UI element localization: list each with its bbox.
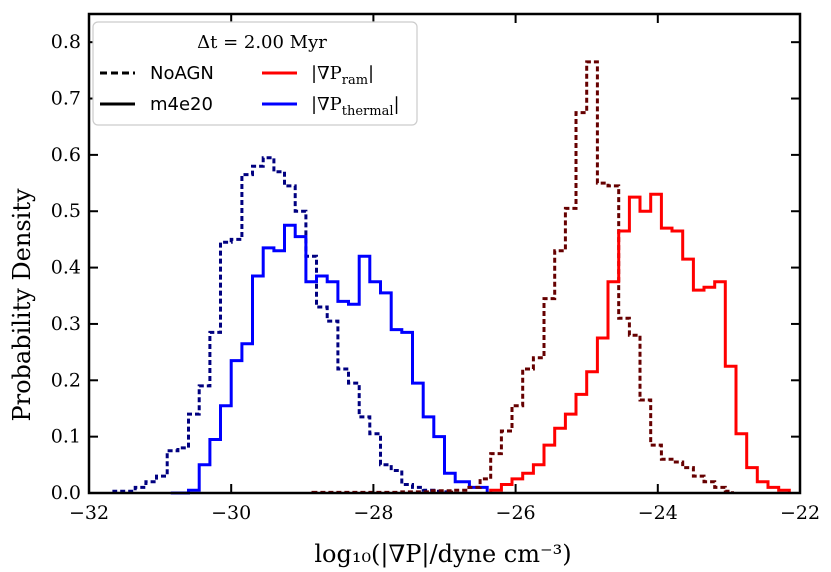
legend-label-ram-sub: ram bbox=[342, 73, 368, 88]
y-tick-label: 0.3 bbox=[51, 313, 81, 335]
y-axis-label: Probability Density bbox=[8, 188, 36, 422]
series-noagn-thermal bbox=[112, 156, 454, 494]
series-m4e20-ram bbox=[489, 192, 791, 493]
x-tick-label: −26 bbox=[496, 502, 536, 524]
y-tick-label: 0.0 bbox=[51, 482, 81, 504]
legend: Δt = 2.00 Myr NoAGN m4e20 |∇Pram| |∇Pthe… bbox=[92, 21, 418, 126]
legend-box bbox=[92, 21, 418, 126]
legend-label-thermal-sub: thermal bbox=[342, 104, 394, 119]
y-tick-label: 0.6 bbox=[51, 144, 81, 166]
x-tick-label: −30 bbox=[211, 502, 251, 524]
legend-label-ram-main: |∇P bbox=[311, 63, 342, 84]
legend-label-thermal-main: |∇P bbox=[311, 94, 342, 115]
legend-label-noagn: NoAGN bbox=[150, 63, 214, 84]
x-axis-label: log₁₀(|∇P|/dyne cm⁻³) bbox=[314, 540, 571, 569]
legend-label-thermal: |∇Pthermal| bbox=[311, 94, 400, 119]
legend-label-ram-suffix: | bbox=[368, 63, 374, 84]
legend-label-thermal-suffix: | bbox=[394, 94, 400, 115]
y-tick-label: 0.2 bbox=[51, 369, 81, 391]
legend-title: Δt = 2.00 Myr bbox=[197, 32, 327, 53]
y-tick-label: 0.1 bbox=[51, 426, 81, 448]
plot-frame bbox=[87, 12, 802, 495]
x-tick-label: −22 bbox=[780, 502, 820, 524]
series-noagn-ram bbox=[311, 60, 734, 494]
legend-label-m4e20: m4e20 bbox=[150, 94, 213, 115]
legend-label-ram: |∇Pram| bbox=[311, 63, 374, 88]
y-tick-label: 0.7 bbox=[51, 88, 81, 110]
y-tick-label: 0.5 bbox=[51, 200, 81, 222]
y-tick-label: 0.4 bbox=[51, 257, 81, 279]
x-tick-label: −32 bbox=[69, 502, 109, 524]
x-tick-label: −24 bbox=[638, 502, 678, 524]
series-layer bbox=[112, 60, 791, 495]
series-m4e20-thermal bbox=[170, 223, 489, 495]
y-tick-label: 0.8 bbox=[51, 31, 81, 53]
x-tick-label: −28 bbox=[353, 502, 393, 524]
